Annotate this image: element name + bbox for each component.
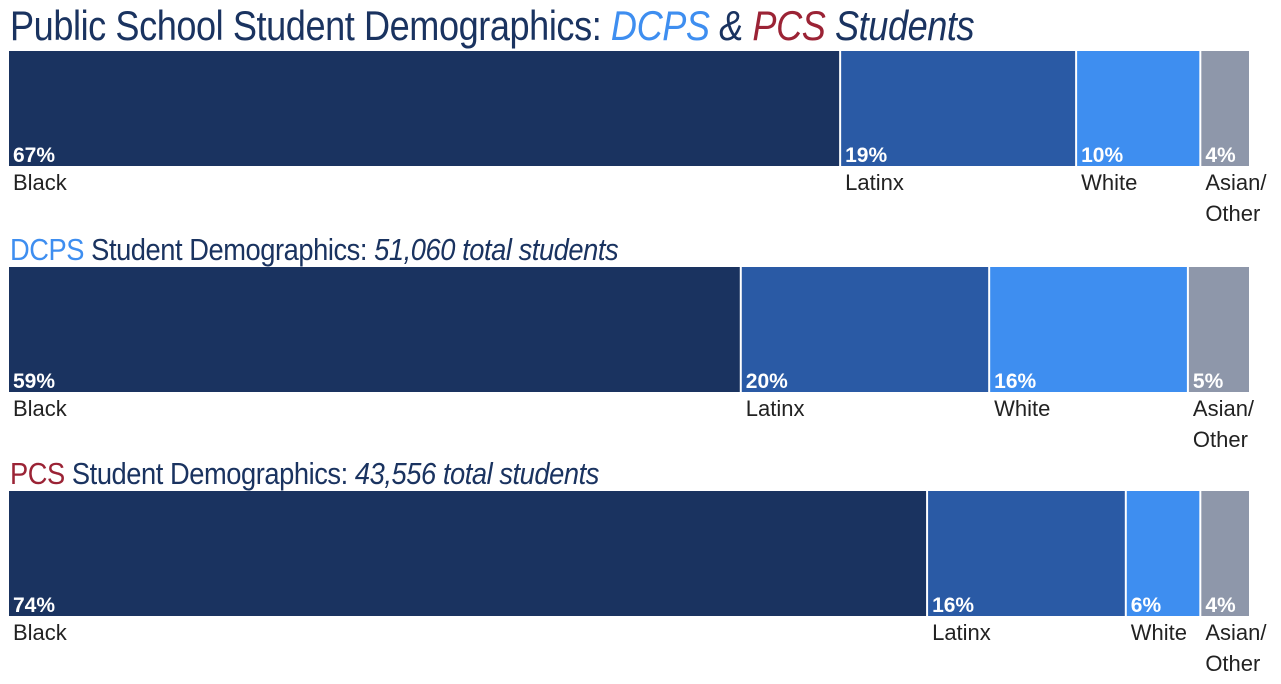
dcps-category-label-asian-other-line-2: Other <box>1193 427 1248 452</box>
dcps-heading-total: 51,060 total students <box>374 232 619 267</box>
pcs-value-label-asian-other: 4% <box>1205 594 1236 617</box>
pcs-segment-white <box>1126 491 1200 616</box>
all-category-label-white: White <box>1081 170 1137 195</box>
pcs-heading-total: 43,556 total students <box>354 456 599 491</box>
all-category-label-asian-other-line-1: Asian/ <box>1205 170 1267 195</box>
dcps-value-label-latinx: 20% <box>746 370 788 393</box>
pcs-segment-asian-other <box>1201 491 1249 616</box>
pcs-category-label-black: Black <box>13 620 68 645</box>
dcps-value-label-asian-other: 5% <box>1193 370 1224 393</box>
pcs-category-label-white: White <box>1131 620 1187 645</box>
pcs-heading-name: PCS <box>10 456 65 491</box>
title-pcs: PCS <box>752 2 826 49</box>
dcps-category-label-white: White <box>994 396 1050 421</box>
all-value-label-black: 67% <box>13 144 55 167</box>
title-suffix: Students <box>825 2 975 49</box>
dcps-category-label-black: Black <box>13 396 68 421</box>
dcps-category-label-asian-other-line-1: Asian/ <box>1193 396 1255 421</box>
all-segment-white <box>1077 51 1200 166</box>
dcps-value-label-black: 59% <box>13 370 55 393</box>
pcs-value-label-black: 74% <box>13 594 55 617</box>
title-dcps: DCPS <box>610 2 710 49</box>
pcs-category-label-asian-other-line-1: Asian/ <box>1205 620 1267 645</box>
pcs-bar: 74% Black 16% Latinx 6% White 4% Asian/Other <box>9 491 1267 676</box>
all-segment-black <box>9 51 840 166</box>
dcps-segment-black <box>9 267 740 392</box>
title-ampersand: & <box>709 2 753 49</box>
all-category-label-latinx: Latinx <box>845 170 904 195</box>
pcs-heading-text: Student Demographics: <box>64 456 355 491</box>
pcs-heading: PCS Student Demographics: 43,556 total s… <box>10 456 599 492</box>
all-category-label-black: Black <box>13 170 68 195</box>
all-segment-latinx <box>841 51 1076 166</box>
pcs-category-label-asian-other-line-2: Other <box>1205 651 1260 676</box>
dcps-heading-text: Student Demographics: <box>84 232 375 267</box>
dcps-heading: DCPS Student Demographics: 51,060 total … <box>10 232 619 268</box>
dcps-segment-latinx <box>741 267 989 392</box>
pcs-category-label-latinx: Latinx <box>932 620 991 645</box>
all-value-label-white: 10% <box>1081 144 1123 167</box>
all-value-label-asian-other: 4% <box>1205 144 1236 167</box>
pcs-segment-black <box>9 491 927 616</box>
all-value-label-latinx: 19% <box>845 144 887 167</box>
dcps-segment-asian-other <box>1188 267 1249 392</box>
dcps-bar: 59% Black 20% Latinx 16% White 5% Asian/Other <box>9 267 1255 452</box>
all-segment-asian-other <box>1201 51 1249 166</box>
dcps-heading-name: DCPS <box>10 232 85 267</box>
pcs-value-label-white: 6% <box>1131 594 1162 617</box>
dcps-segment-white <box>990 267 1187 392</box>
pcs-value-label-latinx: 16% <box>932 594 974 617</box>
all-category-label-asian-other-line-2: Other <box>1205 201 1260 226</box>
chart-title: Public School Student Demographics: DCPS… <box>10 2 975 50</box>
title-prefix: Public School Student Demographics: <box>10 2 611 49</box>
dcps-category-label-latinx: Latinx <box>746 396 805 421</box>
pcs-segment-latinx <box>928 491 1125 616</box>
all-bar: 67% Black 19% Latinx 10% White 4% Asian/Other <box>9 51 1267 226</box>
dcps-value-label-white: 16% <box>994 370 1036 393</box>
